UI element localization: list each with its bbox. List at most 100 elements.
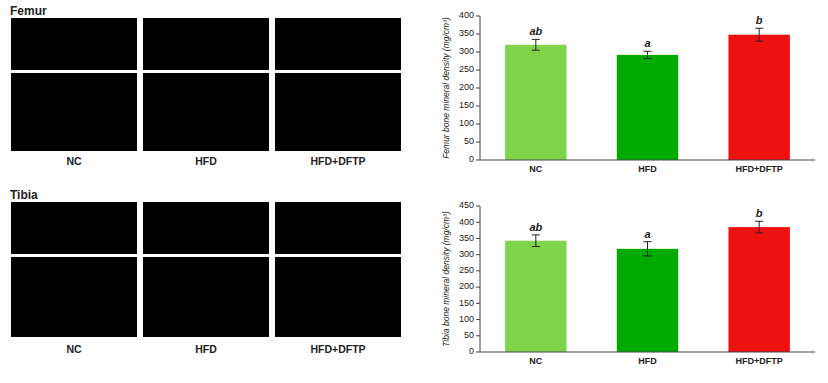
annotation: ab xyxy=(529,25,542,37)
y-tick xyxy=(476,106,480,107)
error-stem xyxy=(535,39,536,50)
error-cap xyxy=(644,255,652,256)
y-tick xyxy=(476,222,480,223)
y-tick-label: 100 xyxy=(459,314,474,324)
y-tick xyxy=(476,142,480,143)
y-tick-label: 150 xyxy=(459,298,474,308)
bar xyxy=(617,55,678,160)
y-tick-label: 200 xyxy=(459,281,474,291)
x-axis-line xyxy=(480,352,815,353)
error-bar xyxy=(532,235,540,247)
image-label: HFD xyxy=(195,155,217,167)
x-tick-label: NC xyxy=(529,356,542,366)
error-stem xyxy=(647,51,648,58)
error-stem xyxy=(759,221,760,233)
error-cap xyxy=(532,39,540,40)
y-axis-line xyxy=(480,206,481,352)
error-cap xyxy=(755,232,763,233)
error-cap xyxy=(755,28,763,29)
image-label: NC xyxy=(66,155,82,167)
y-tick-label: 50 xyxy=(464,136,474,146)
image-label: HFD+DFTP xyxy=(310,155,365,167)
y-tick-label: 350 xyxy=(459,28,474,38)
y-tick xyxy=(476,303,480,304)
error-cap xyxy=(532,50,540,51)
x-axis-line xyxy=(480,160,815,161)
y-tick-label: 50 xyxy=(464,330,474,340)
image-placeholder xyxy=(11,202,137,254)
error-stem xyxy=(535,235,536,247)
y-tick-label: 0 xyxy=(469,154,474,164)
y-tick xyxy=(476,16,480,17)
x-tick-label: HFD xyxy=(638,356,657,366)
y-tick xyxy=(476,70,480,71)
y-tick-label: 100 xyxy=(459,118,474,128)
bar xyxy=(505,241,566,352)
error-cap xyxy=(644,241,652,242)
image-placeholder xyxy=(143,257,269,337)
y-tick-label: 200 xyxy=(459,82,474,92)
image-placeholder xyxy=(275,73,401,151)
y-tick xyxy=(476,88,480,89)
image-placeholder xyxy=(275,257,401,337)
error-stem xyxy=(647,242,648,256)
y-tick-label: 400 xyxy=(459,217,474,227)
y-axis-label: Tibia bone mineral density (mg/cm³) xyxy=(441,211,451,347)
y-axis-label: Femur bone mineral density (mg/cm³) xyxy=(441,17,451,159)
error-bar xyxy=(644,242,652,256)
y-tick xyxy=(476,124,480,125)
image-placeholder xyxy=(275,18,401,70)
marks xyxy=(505,221,790,352)
y-tick xyxy=(476,335,480,336)
annotation: a xyxy=(644,228,650,240)
x-tick-label: HFD+DFTP xyxy=(736,164,783,174)
image-label: NC xyxy=(66,343,82,355)
panel-title: Tibia xyxy=(10,188,38,202)
image-placeholder xyxy=(11,73,137,151)
image-placeholder xyxy=(143,18,269,70)
panel: FemurNCHFDHFD+DFTPabab050100150200250300… xyxy=(10,4,815,174)
y-tick-label: 400 xyxy=(459,10,474,20)
error-cap xyxy=(532,246,540,247)
error-bar xyxy=(755,221,763,233)
bar xyxy=(505,45,566,160)
y-tick-label: 0 xyxy=(469,346,474,356)
y-tick xyxy=(476,254,480,255)
error-cap xyxy=(755,221,763,222)
image-placeholder xyxy=(143,202,269,254)
error-bar xyxy=(532,39,540,50)
figure: FemurNCHFDHFD+DFTPabab050100150200250300… xyxy=(0,0,828,383)
marks xyxy=(505,28,790,160)
x-tick-label: NC xyxy=(529,164,542,174)
y-tick-label: 300 xyxy=(459,249,474,259)
y-tick-label: 300 xyxy=(459,46,474,56)
panel: TibiaNCHFDHFD+DFTPabab050100150200250300… xyxy=(10,188,815,366)
image-label: HFD+DFTP xyxy=(310,343,365,355)
y-tick-label: 250 xyxy=(459,64,474,74)
error-cap xyxy=(644,58,652,59)
bar xyxy=(617,249,678,352)
image-placeholder xyxy=(275,202,401,254)
y-tick xyxy=(476,52,480,53)
y-tick xyxy=(476,270,480,271)
x-tick-label: HFD xyxy=(638,164,657,174)
image-placeholder xyxy=(11,257,137,337)
image-label: HFD xyxy=(195,343,217,355)
error-cap xyxy=(644,51,652,52)
y-tick-label: 350 xyxy=(459,233,474,243)
error-cap xyxy=(755,41,763,42)
annotation: b xyxy=(756,207,763,219)
y-tick xyxy=(476,319,480,320)
y-tick xyxy=(476,34,480,35)
error-bar xyxy=(644,51,652,58)
image-placeholder xyxy=(11,18,137,70)
error-bar xyxy=(755,28,763,41)
y-tick xyxy=(476,206,480,207)
y-tick-label: 250 xyxy=(459,265,474,275)
y-tick xyxy=(476,352,480,353)
error-stem xyxy=(759,28,760,41)
panel-title: Femur xyxy=(10,4,47,18)
x-tick-label: HFD+DFTP xyxy=(736,356,783,366)
y-tick-label: 450 xyxy=(459,200,474,210)
y-tick xyxy=(476,287,480,288)
